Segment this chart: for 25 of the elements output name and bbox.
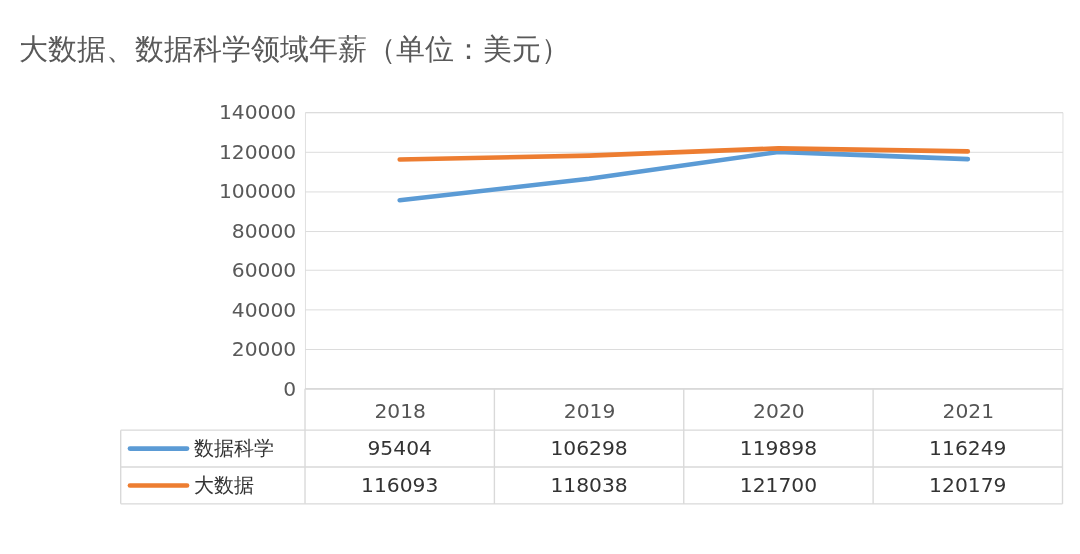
data-label: 116093 [361, 472, 439, 497]
y-tick-label: 80000 [231, 218, 297, 243]
y-tick-label: 100000 [218, 179, 297, 204]
data-label: 106298 [550, 436, 628, 461]
y-tick-label: 140000 [218, 100, 297, 125]
line-series [397, 149, 971, 203]
data-label: 116249 [929, 436, 1007, 461]
y-tick-label: 0 [283, 376, 297, 401]
x-tick-label: 2020 [753, 398, 805, 423]
data-label: 95404 [367, 436, 432, 461]
data-label: 118038 [550, 472, 628, 497]
y-tick-label: 60000 [231, 258, 297, 283]
legend-label: 数据科学 [194, 436, 275, 461]
x-tick-label: 2021 [942, 398, 995, 423]
x-tick-label: 2018 [374, 398, 426, 423]
line-series [397, 146, 971, 162]
data-label: 120179 [929, 472, 1007, 497]
y-tick-label: 20000 [231, 337, 297, 362]
legend-label: 大数据 [194, 472, 255, 497]
data-label: 119898 [739, 436, 818, 461]
y-tick-label: 40000 [231, 297, 297, 322]
data-label: 121700 [739, 472, 818, 497]
y-tick-label: 120000 [218, 139, 297, 164]
chart-title: 大数据、数据科学领域年薪（单位：美元） [18, 31, 570, 66]
x-tick-label: 2019 [563, 398, 616, 423]
